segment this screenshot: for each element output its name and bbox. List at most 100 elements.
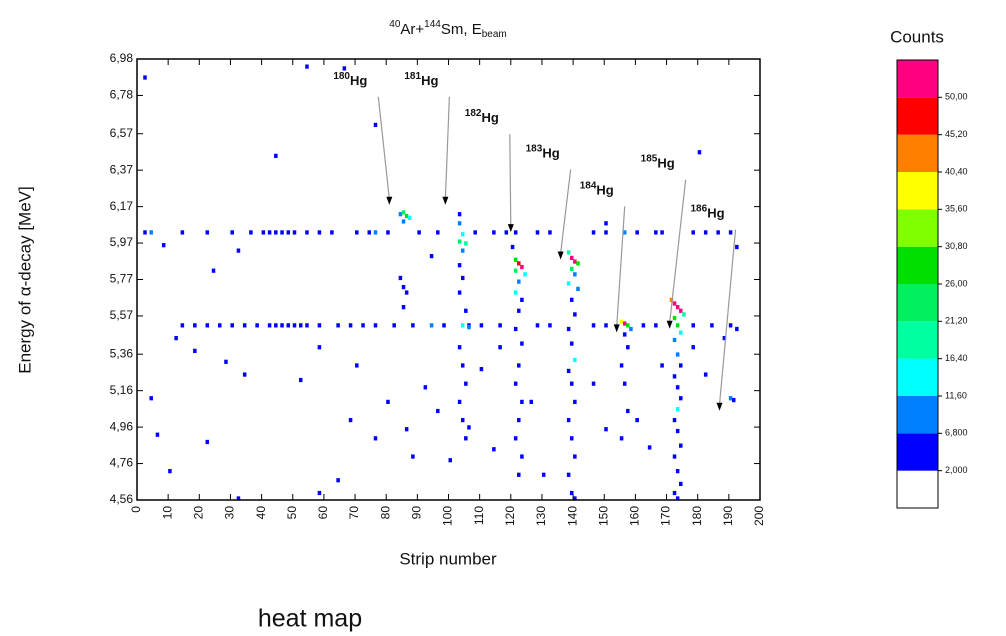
- arrow-head: [666, 320, 673, 329]
- heat-cell: [479, 323, 484, 328]
- colorbar-label: 26,00: [945, 278, 968, 288]
- heat-cell: [513, 230, 518, 235]
- heat-cell: [573, 259, 577, 264]
- heat-cell: [529, 399, 534, 405]
- heat-cell: [622, 332, 627, 337]
- y-tick-label: 6,78: [110, 88, 134, 102]
- colorbar-band: [897, 396, 938, 434]
- heat-cell: [348, 323, 353, 328]
- x-tick-label: 160: [628, 506, 642, 526]
- annotation-mass: 185: [641, 153, 658, 164]
- heat-cell: [569, 381, 574, 386]
- heat-cell: [641, 323, 646, 328]
- heat-cell: [566, 417, 571, 423]
- heat-cell: [520, 341, 524, 346]
- heat-cell: [604, 221, 608, 226]
- heat-cell: [619, 319, 624, 324]
- annotation: 184Hg: [580, 180, 614, 198]
- x-tick-label: 140: [565, 506, 579, 526]
- heat-cell: [566, 472, 571, 477]
- heat-cell: [492, 230, 496, 235]
- heat-cell: [675, 323, 680, 328]
- heat-cell: [679, 481, 683, 487]
- x-tick-label: 200: [752, 506, 766, 526]
- heat-cell: [566, 326, 571, 332]
- x-tick-label: 150: [596, 506, 610, 526]
- heat-cell: [464, 436, 468, 441]
- colorbar-label: 11,60: [945, 390, 967, 400]
- heat-cell: [392, 323, 396, 328]
- heat-cell: [735, 326, 739, 332]
- heat-cell: [703, 230, 708, 235]
- heat-cell: [672, 374, 677, 379]
- colorbar-label: 50,00: [945, 92, 968, 102]
- heat-cell: [669, 297, 674, 302]
- x-tick-label: 10: [160, 506, 174, 520]
- heat-cell: [731, 397, 736, 403]
- annotation-element: Hg: [596, 183, 613, 198]
- heat-cell: [473, 230, 477, 235]
- heat-cell: [679, 396, 683, 401]
- heat-cell: [520, 399, 524, 405]
- title-part: 144: [424, 19, 441, 30]
- heat-cell: [629, 326, 633, 332]
- heat-cell: [675, 407, 680, 412]
- heat-cell: [710, 323, 714, 328]
- arrow-head: [386, 196, 393, 205]
- heat-cell: [691, 345, 695, 350]
- heat-cell: [305, 64, 309, 69]
- heat-cell: [591, 323, 596, 328]
- heat-cell: [672, 337, 677, 343]
- colorbar-label: 35,60: [945, 204, 968, 214]
- heat-cell: [398, 212, 403, 217]
- heat-cell: [373, 122, 378, 128]
- heat-cell: [622, 381, 627, 386]
- heat-cell: [626, 323, 630, 328]
- heat-cell: [457, 290, 462, 295]
- x-tick-label: 30: [223, 506, 237, 520]
- y-tick-label: 5,16: [110, 383, 134, 397]
- heat-cell: [467, 325, 471, 330]
- heat-cell: [286, 230, 291, 235]
- heat-cell: [576, 261, 580, 266]
- heat-cell: [460, 232, 465, 237]
- title-part: beam: [482, 29, 507, 40]
- heat-cell: [193, 348, 197, 353]
- heat-cell: [513, 326, 518, 332]
- colorbar-band: [897, 172, 938, 210]
- annotation: 182Hg: [465, 108, 499, 126]
- annotation-mass: 180: [333, 70, 350, 81]
- heat-cell: [457, 263, 462, 268]
- heat-cell: [404, 213, 409, 219]
- annotation-mass: 183: [526, 143, 543, 154]
- heat-cell: [180, 230, 185, 235]
- heat-cell: [236, 496, 241, 501]
- arrow-line: [669, 179, 687, 323]
- heat-cell: [149, 230, 153, 235]
- heat-cell: [573, 399, 577, 405]
- heat-cell: [517, 308, 521, 313]
- annotation-mass: 186: [691, 203, 708, 214]
- heat-cell: [672, 454, 677, 459]
- heat-cell: [149, 396, 153, 401]
- heat-cell: [591, 230, 596, 235]
- heat-cell: [448, 458, 453, 463]
- heat-cell: [161, 243, 166, 248]
- arrow-line: [444, 96, 450, 199]
- heat-cell: [626, 345, 630, 350]
- annotation: 185Hg: [641, 153, 675, 171]
- y-tick-label: 6,98: [110, 51, 134, 65]
- heat-cell: [619, 436, 624, 441]
- heat-cell: [679, 443, 683, 448]
- colorbar-label: 45,20: [945, 129, 968, 139]
- heat-cell: [460, 323, 465, 328]
- heat-cell: [604, 427, 608, 432]
- heat-cell: [230, 230, 234, 235]
- heat-cell: [675, 469, 680, 474]
- x-tick-label: 170: [659, 506, 673, 526]
- title-part: 40: [389, 19, 401, 30]
- heat-cell: [517, 261, 521, 266]
- heat-cell: [460, 363, 465, 368]
- x-tick-label: 110: [472, 506, 486, 525]
- heat-cell: [274, 230, 278, 235]
